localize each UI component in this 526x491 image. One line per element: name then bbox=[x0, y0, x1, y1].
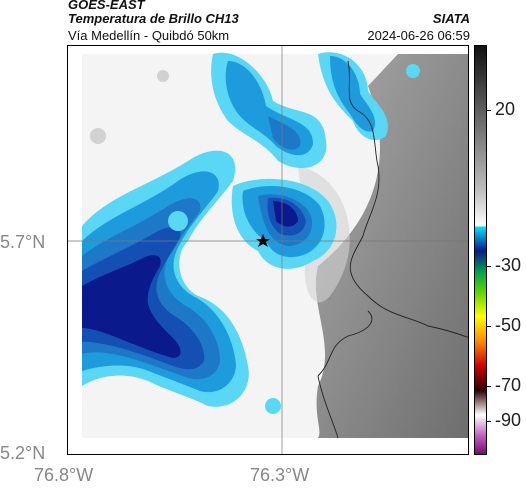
cloud-cell-west bbox=[82, 150, 249, 407]
satellite-map[interactable] bbox=[67, 45, 469, 455]
cloud-cell-central bbox=[231, 178, 337, 269]
timestamp: 2024-06-26 06:59 bbox=[367, 28, 470, 43]
colorbar-tick bbox=[486, 110, 491, 111]
colorbar-label-20: 20 bbox=[495, 99, 516, 119]
product-title: Temperatura de Brillo CH13 bbox=[68, 11, 239, 26]
colorbar bbox=[474, 45, 487, 455]
organization-label: SIATA bbox=[432, 11, 470, 26]
border-segment bbox=[317, 375, 339, 439]
cloud-fragments bbox=[90, 64, 420, 414]
lat-label-5-2: 5.2°N bbox=[0, 443, 46, 463]
colorbar-label-minus70: -70 bbox=[495, 375, 522, 395]
colorbar-tick bbox=[486, 421, 491, 422]
cloud-cell-north bbox=[211, 52, 327, 169]
colorbar-tick bbox=[486, 386, 491, 387]
department-border bbox=[347, 60, 468, 338]
colorbar-label-minus30: -30 bbox=[495, 255, 522, 275]
lat-label-5-7: 5.7°N bbox=[0, 232, 46, 252]
route-subtitle: Vía Medellín - Quibdó 50km bbox=[68, 28, 230, 43]
lon-label-76-3: 76.3°W bbox=[250, 465, 310, 485]
star-icon[interactable] bbox=[256, 234, 270, 247]
colorbar-tick bbox=[486, 326, 491, 327]
warm-surface-region bbox=[315, 54, 468, 438]
colorbar-gradient bbox=[475, 46, 486, 454]
lon-label-76-8: 76.8°W bbox=[34, 465, 94, 485]
colorbar-tick bbox=[486, 266, 491, 267]
department-border-south bbox=[317, 310, 373, 377]
colorbar-label-minus50: -50 bbox=[495, 315, 522, 335]
colorbar-label-minus90: -90 bbox=[495, 410, 522, 430]
cloud-cell-northeast bbox=[318, 52, 388, 141]
satellite-title: GOES-EAST bbox=[68, 0, 145, 12]
map-canvas bbox=[68, 46, 468, 454]
